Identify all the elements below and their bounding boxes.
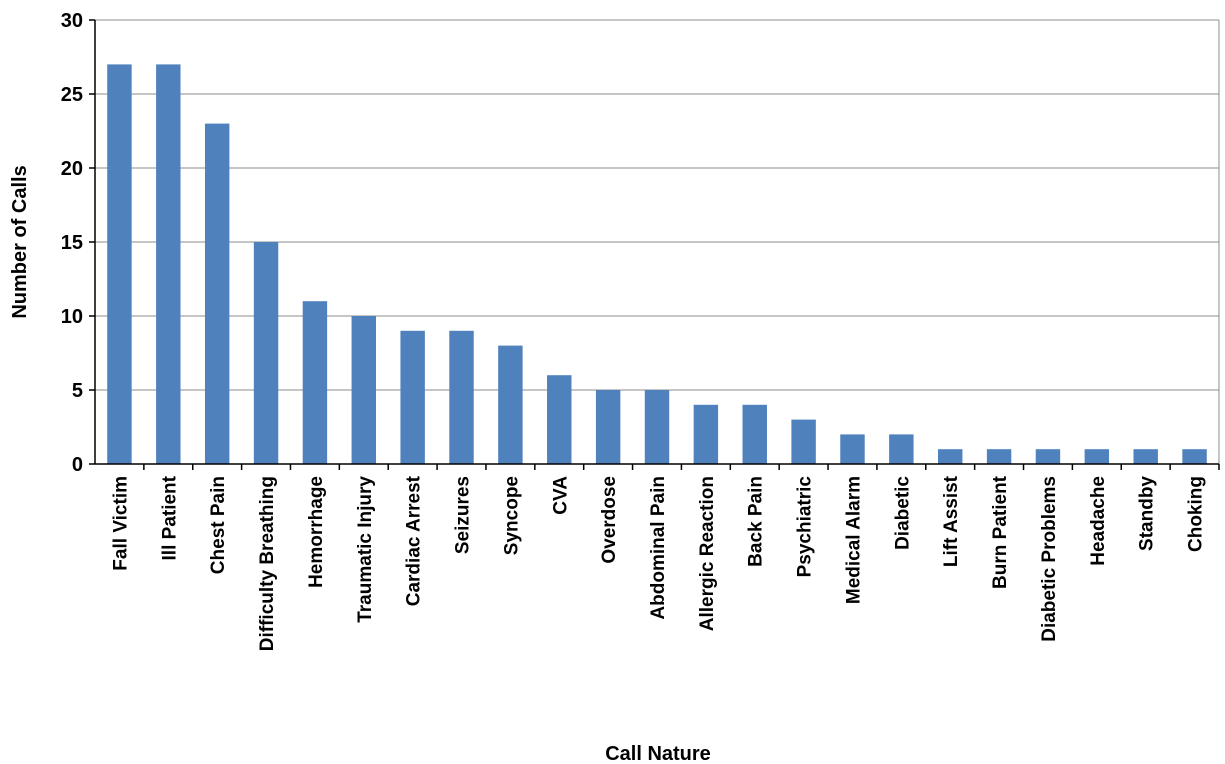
y-tick-label: 20 [61,158,83,180]
x-tick-label: Burn Patient [990,475,1011,589]
x-tick-label: Allergic Reaction [697,476,718,631]
x-tick-label: Headache [1088,476,1109,566]
bar [1035,449,1061,464]
x-tick-label: Back Pain [746,476,767,567]
bar [302,301,328,464]
bar [889,434,914,464]
bar [400,330,425,464]
y-tick-label: 30 [61,10,83,32]
x-tick-label: CVA [550,476,571,515]
bar [204,123,230,464]
x-tick-label: Psychiatric [795,476,816,578]
bar [449,330,474,464]
x-tick-label: Abdominal Pain [648,476,669,620]
x-tick-label: Ill Patient [159,475,180,560]
x-tick-label: Diabetic [892,476,913,550]
x-tick-label: Fall Victim [110,476,131,571]
bar [595,390,621,464]
x-tick-labels: Fall Victim Ill Patient Chest Pain Difficul… [110,475,1206,651]
x-tick-label: Chest Pain [208,476,229,574]
x-tick-label: Diabetic Problems [1039,476,1060,642]
x-axis-title: Call Nature [605,743,711,764]
y-tick-labels: 0 5 10 15 20 25 30 [61,10,83,476]
bars [107,64,1207,465]
x-tick-label: Lift Assist [941,475,962,567]
x-tick-label: Seizures [453,476,474,554]
bar [498,345,523,464]
x-tick-label: Standby [1137,476,1158,551]
bar [1182,449,1207,464]
bar [107,64,132,465]
bar [156,64,181,465]
gridlines [95,19,1220,464]
bar [742,404,767,464]
bar [1084,449,1110,464]
bar [253,242,279,464]
y-axis-title: Number of Calls [9,165,31,318]
y-tick-label: 0 [72,454,83,476]
y-tick-label: 15 [61,232,83,254]
bar [840,434,865,464]
bar [693,404,719,464]
bar [791,419,816,464]
x-tick-label: Cardiac Arrest [404,475,425,606]
x-tick-label: Choking [1186,476,1207,552]
bar [547,375,572,464]
bar [1133,449,1158,464]
x-tick-label: Difficulty Breathing [257,476,278,651]
bar [644,390,670,464]
y-tick-label: 25 [61,84,83,106]
bar [938,449,963,464]
bar [351,316,376,464]
x-tick-label: Medical Alarm [843,476,864,604]
x-tick-label: Traumatic Injury [355,476,376,623]
x-tick-label: Overdose [599,476,620,564]
y-tick-label: 5 [72,380,83,402]
axes [89,19,1220,470]
y-tick-label: 10 [61,306,83,328]
bar [986,449,1012,464]
x-tick-label: Hemorrhage [306,476,327,588]
x-tick-label: Syncope [501,476,522,555]
